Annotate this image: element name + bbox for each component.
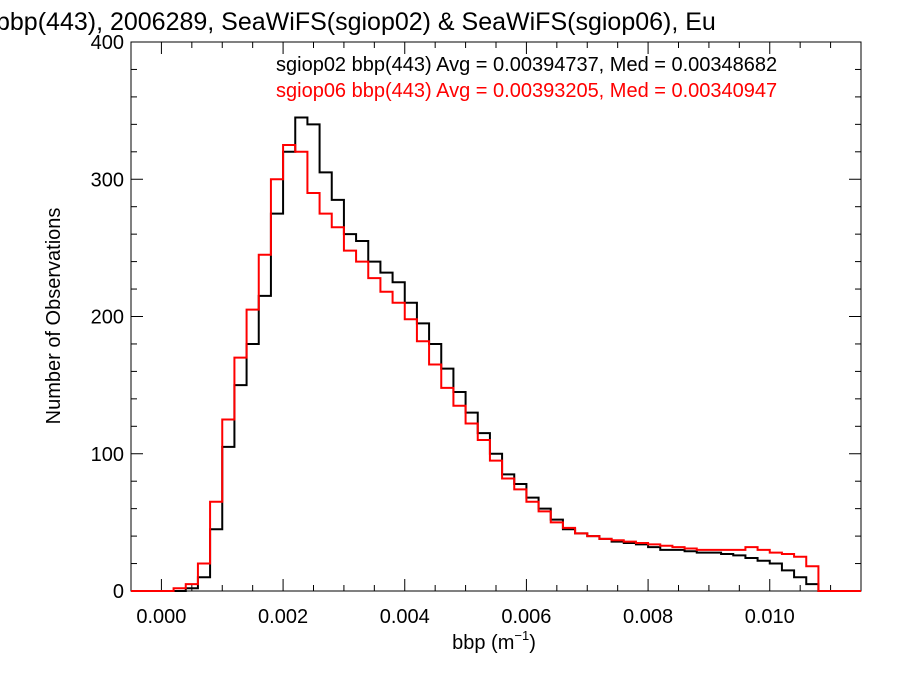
chart-title: bbp(443), 2006289, SeaWiFS(sgiop02) & Se… xyxy=(0,8,716,36)
x-axis-title: bbp (m−1) xyxy=(452,628,536,654)
y-tick-label: 0 xyxy=(113,581,124,603)
y-tick-label: 200 xyxy=(91,307,124,329)
x-tick-label: 0.002 xyxy=(258,606,308,628)
series-1-line xyxy=(131,116,861,592)
x-tick-label: 0.008 xyxy=(623,606,673,628)
x-tick-label: 0.006 xyxy=(501,606,551,628)
y-tick-label: 400 xyxy=(91,32,124,54)
x-axis-title-main: bbp (m xyxy=(452,632,514,654)
series-2-line xyxy=(131,143,861,592)
y-axis-title: Number of Observations xyxy=(43,208,65,425)
x-axis-title-superscript: −1 xyxy=(514,628,529,643)
y-tick-label: 300 xyxy=(91,169,124,191)
x-tick-label: 0.010 xyxy=(745,606,795,628)
x-axis-title-close: ) xyxy=(529,632,536,654)
x-tick-label: 0.004 xyxy=(380,606,430,628)
plot-frame xyxy=(130,41,862,592)
series-1-stats: sgiop02 bbp(443) Avg = 0.00394737, Med =… xyxy=(276,54,777,76)
series-2-stats: sgiop06 bbp(443) Avg = 0.00393205, Med =… xyxy=(276,80,777,102)
y-tick-label: 100 xyxy=(91,444,124,466)
plot-area: 0.000 0.002 0.004 0.006 0.008 0.010 0 100 200 300… xyxy=(91,32,862,628)
x-tick-label: 0.000 xyxy=(136,606,186,628)
